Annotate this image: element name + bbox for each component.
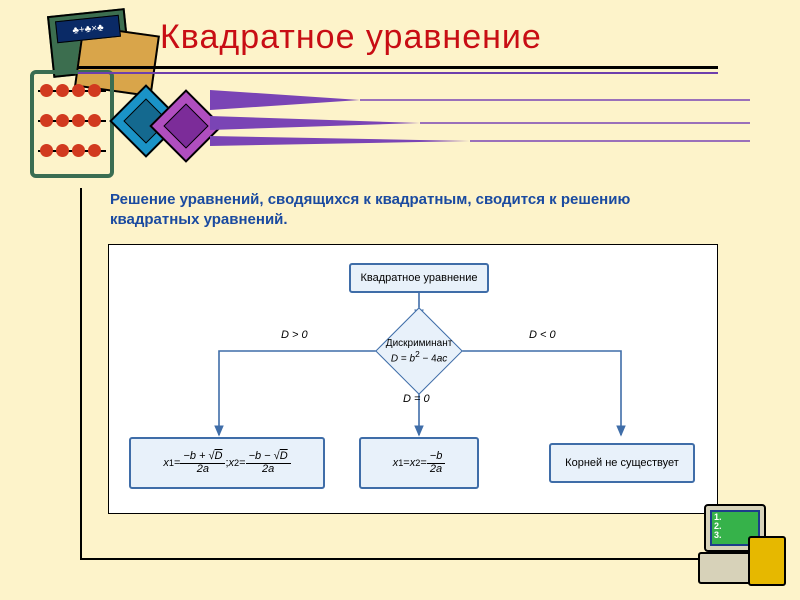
decor-arrows	[210, 86, 770, 166]
label-d-positive: D > 0	[281, 329, 308, 341]
node-discriminant: ДискриминантD = b2 − 4ac	[369, 321, 469, 381]
label-d-negative: D < 0	[529, 329, 556, 341]
node-two-roots: x1= −b + √D2a ; x2= −b − √D2a	[129, 437, 325, 489]
underline-2	[78, 72, 718, 74]
flowchart-panel: Квадратное уравнение ДискриминантD = b2 −…	[108, 244, 718, 514]
abacus-icon	[30, 70, 114, 178]
computer-icon: 1.2.3.	[698, 500, 790, 592]
node-no-roots: Корней не существует	[549, 443, 695, 483]
node-one-root: x1 = x2 = −b2a	[359, 437, 479, 489]
label-d-zero: D = 0	[403, 393, 430, 405]
slide-stage: ♣+♣×♣Квадратное уравнениеРешение уравнен…	[0, 0, 800, 600]
underline-1	[78, 66, 718, 69]
left-rule	[80, 188, 82, 560]
node-quadratic: Квадратное уравнение	[349, 263, 489, 293]
bottom-rule	[80, 558, 720, 560]
page-title: Квадратное уравнение	[160, 18, 542, 57]
intro-text: Решение уравнений, сводящихся к квадратн…	[110, 190, 670, 231]
decor-square	[160, 100, 208, 148]
